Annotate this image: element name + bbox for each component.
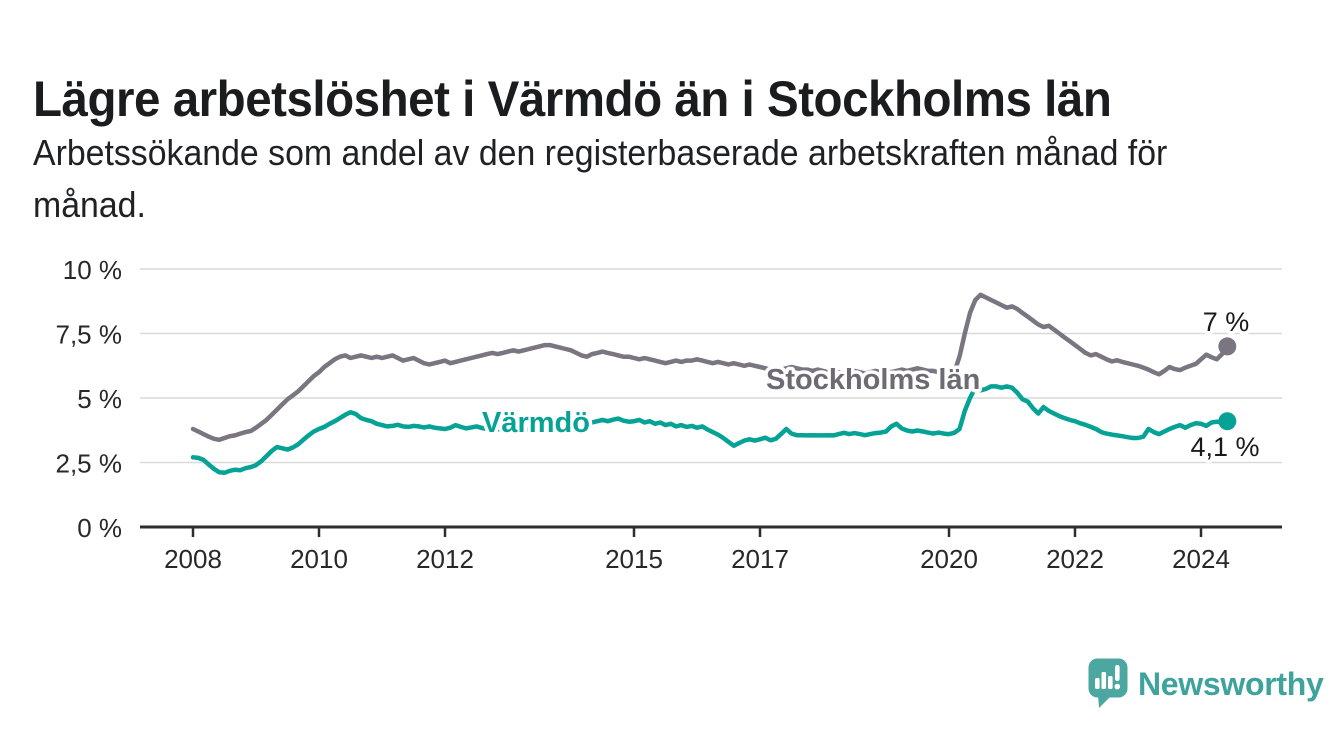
y-tick-label: 7,5 %	[56, 320, 123, 350]
newsworthy-logo: Newsworthy	[1088, 658, 1324, 710]
subtitle-line-1: Arbetssökande som andel av den registerb…	[33, 132, 1168, 173]
x-tick-label-2008: 2008	[164, 544, 222, 574]
stockholm-end-value-label: 7 %	[1203, 307, 1250, 337]
newsworthy-logo-text: Newsworthy	[1138, 665, 1324, 702]
x-tick-label-2024: 2024	[1172, 544, 1230, 574]
x-tick-label-2010: 2010	[290, 544, 348, 574]
x-tick-label-2022: 2022	[1046, 544, 1104, 574]
x-tick-label-2017: 2017	[731, 544, 789, 574]
x-axis: 2008 2010 2012 2015 2017 2020 2022 2024	[140, 525, 1282, 574]
stockholm-series-label: Stockholms län	[766, 364, 980, 396]
gridlines	[140, 268, 1282, 464]
varmdo-end-dot	[1218, 412, 1237, 431]
varmdo-end-value-label: 4,1 %	[1190, 432, 1259, 462]
y-tick-label: 2,5 %	[56, 449, 123, 479]
varmdo-line	[190, 384, 1230, 476]
stockholms-lan-end-dot	[1218, 337, 1237, 356]
varmdo-series-label: Värmdö	[482, 407, 590, 439]
x-tick-label-2020: 2020	[920, 544, 978, 574]
x-tick-label-2012: 2012	[416, 544, 474, 574]
page-title: Lägre arbetslöshet i Värmdö än i Stockho…	[33, 70, 1112, 127]
subtitle-line-2: månad.	[33, 184, 146, 225]
stockholms-lan-line	[190, 292, 1230, 443]
newsworthy-logo-icon	[1088, 658, 1128, 708]
y-tick-label: 5 %	[77, 384, 122, 414]
page-subtitle: Arbetssökande som andel av den registerb…	[33, 127, 1167, 231]
series-lines	[190, 292, 1230, 476]
x-tick-label-2015: 2015	[605, 544, 663, 574]
y-tick-label: 10 %	[63, 255, 122, 285]
end-dots	[1218, 337, 1237, 431]
y-tick-label: 0 %	[77, 513, 122, 543]
y-axis-labels: 0 % 2,5 % 5 % 7,5 % 10 %	[56, 255, 123, 543]
